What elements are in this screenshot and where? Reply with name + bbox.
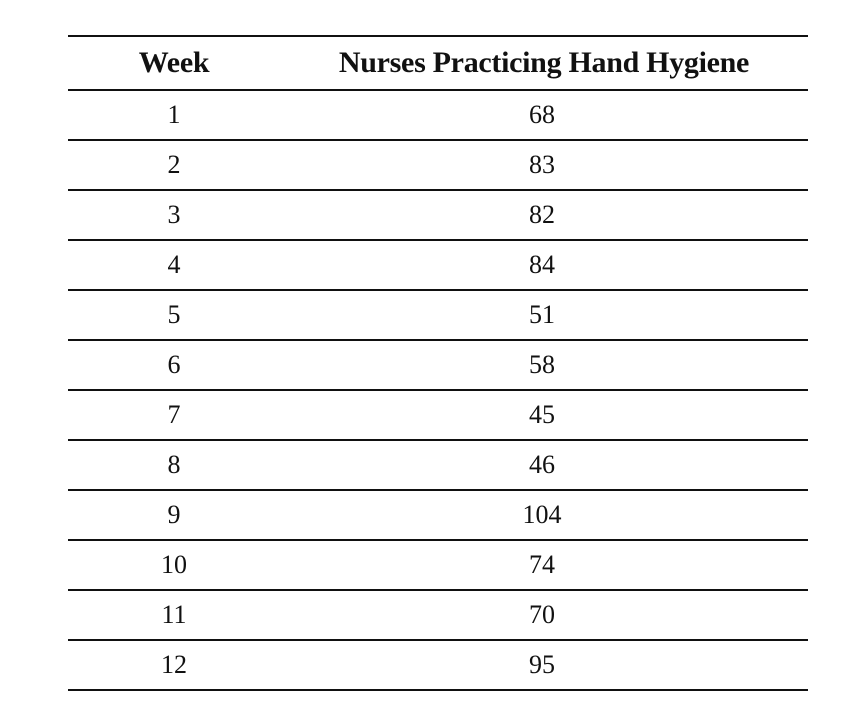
table-row: 10 74 (68, 540, 808, 591)
column-header-nurses: Nurses Practicing Hand Hygiene (280, 35, 808, 91)
week-cell: 9 (68, 490, 280, 541)
cut-off-heading (68, 0, 628, 8)
nurses-cell: 104 (280, 490, 808, 541)
week-cell: 1 (68, 90, 280, 141)
week-cell: 3 (68, 190, 280, 241)
week-cell: 2 (68, 140, 280, 191)
nurses-cell: 83 (280, 140, 808, 191)
nurses-cell: 46 (280, 440, 808, 491)
nurses-cell: 82 (280, 190, 808, 241)
week-cell: 10 (68, 540, 280, 591)
header-row: Week Nurses Practicing Hand Hygiene (68, 35, 808, 91)
nurses-cell: 51 (280, 290, 808, 341)
nurses-cell: 68 (280, 90, 808, 141)
table-row: 5 51 (68, 290, 808, 341)
nurses-cell: 74 (280, 540, 808, 591)
nurses-cell: 70 (280, 590, 808, 641)
table-row: 1 68 (68, 90, 808, 141)
nurses-cell: 58 (280, 340, 808, 391)
week-cell: 5 (68, 290, 280, 341)
table-body: 1 68 2 83 3 82 4 84 5 51 6 58 7 45 8 46 (68, 90, 808, 691)
table-row: 12 95 (68, 640, 808, 691)
table-row: 7 45 (68, 390, 808, 441)
nurses-cell: 84 (280, 240, 808, 291)
week-cell: 7 (68, 390, 280, 441)
week-cell: 12 (68, 640, 280, 691)
week-cell: 8 (68, 440, 280, 491)
nurses-cell: 95 (280, 640, 808, 691)
table-row: 2 83 (68, 140, 808, 191)
table-row: 4 84 (68, 240, 808, 291)
table-row: 3 82 (68, 190, 808, 241)
nurses-cell: 45 (280, 390, 808, 441)
table-row: 8 46 (68, 440, 808, 491)
week-cell: 11 (68, 590, 280, 641)
week-cell: 6 (68, 340, 280, 391)
week-cell: 4 (68, 240, 280, 291)
column-header-week: Week (68, 35, 280, 91)
table-row: 9 104 (68, 490, 808, 541)
table-row: 11 70 (68, 590, 808, 641)
hand-hygiene-table: Week Nurses Practicing Hand Hygiene 1 68… (68, 35, 808, 691)
table-row: 6 58 (68, 340, 808, 391)
